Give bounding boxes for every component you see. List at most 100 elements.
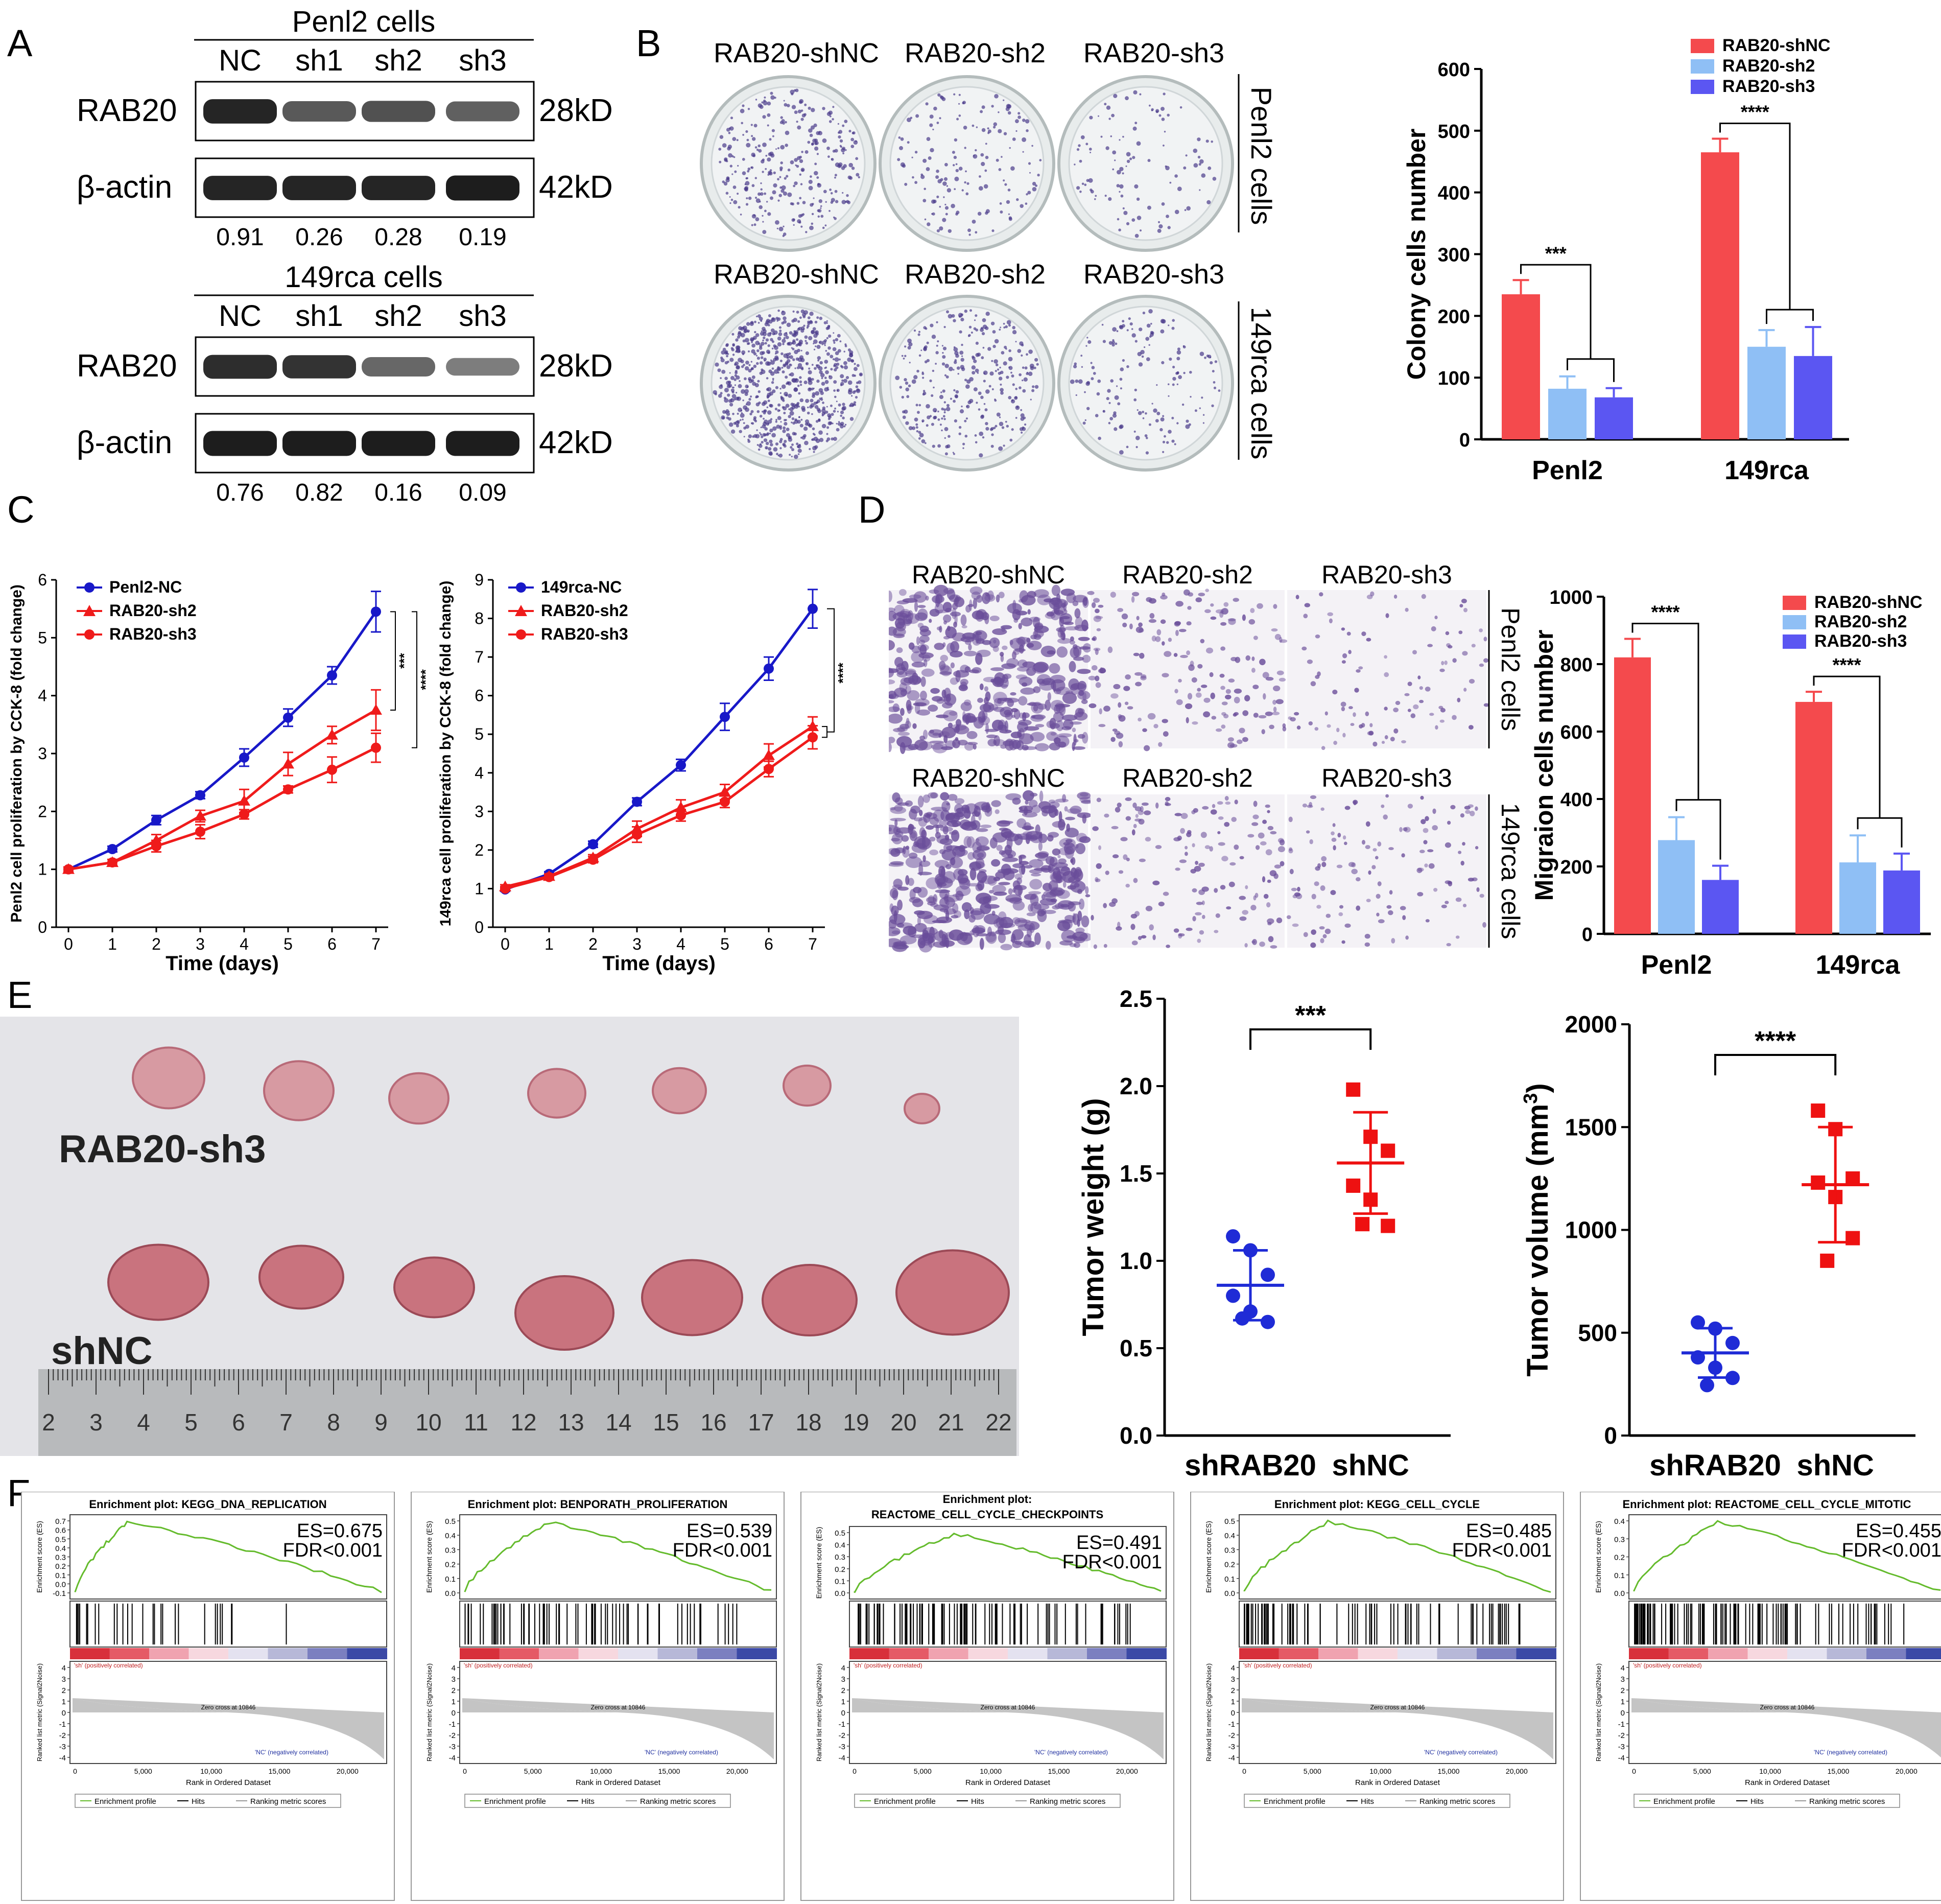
migrated-cell [1226, 906, 1232, 910]
colony-dot [847, 380, 853, 385]
ruler-number: 15 [653, 1409, 679, 1436]
es-tick: 0.0 [1224, 1589, 1235, 1598]
colony-dot [770, 95, 775, 100]
band-ratio: 0.26 [295, 224, 343, 251]
migrated-cell [1463, 607, 1467, 613]
x-tick-label: 1 [545, 935, 554, 953]
blot-kd-label: 42kD [539, 170, 613, 205]
rank-xlabel: Rank in Ordered Dataset [1355, 1778, 1440, 1787]
hits-box [849, 1601, 1167, 1648]
colony-dot [849, 417, 854, 421]
colony-dot [751, 224, 753, 226]
colony-dot [823, 190, 827, 194]
colony-dot [819, 438, 824, 442]
colony-dot [779, 427, 782, 430]
colony-dot [790, 372, 794, 377]
migrated-cell [977, 697, 983, 703]
migrated-cell [892, 889, 898, 900]
migrated-cell [1054, 610, 1064, 615]
colony-dot [1129, 322, 1133, 326]
colony-dot [941, 362, 945, 366]
colony-dot [805, 231, 808, 233]
dish-label: RAB20-sh2 [905, 259, 1046, 290]
colony-dot [818, 430, 823, 435]
colony-dot [754, 320, 756, 323]
colony-dot [761, 330, 763, 332]
colony-dot [772, 426, 777, 431]
migrated-cell [1152, 880, 1160, 885]
migrated-cell [1404, 693, 1410, 696]
colony-dot [940, 96, 944, 100]
colony-dot [1171, 416, 1174, 419]
migrated-cell [1060, 589, 1075, 596]
tumor-sh3 [527, 1068, 586, 1119]
colony-dot [924, 360, 928, 364]
colony-dot [761, 441, 764, 444]
colony-dot [767, 361, 771, 366]
migrated-cell [926, 897, 937, 903]
data-point [1381, 1218, 1395, 1233]
colony-dot [1001, 351, 1005, 355]
migrated-cell [1026, 667, 1036, 676]
colony-dot [755, 315, 758, 318]
migrated-cell [1033, 634, 1041, 640]
colony-dot [780, 352, 784, 356]
metric-tick: -1 [1618, 1720, 1625, 1729]
migrated-cell [1155, 845, 1162, 849]
colony-dot [907, 338, 912, 343]
colony-dot [933, 106, 937, 111]
data-point [238, 794, 250, 806]
migrated-cell [929, 619, 932, 623]
metric-tick: -3 [59, 1743, 66, 1751]
migrated-cell [1059, 940, 1073, 946]
migrated-cell [1025, 800, 1029, 805]
colony-dot [997, 368, 1000, 371]
migrated-cell [1239, 727, 1245, 734]
bar-rab20-shnc [1795, 701, 1832, 934]
band-ratio: 0.16 [374, 479, 422, 506]
migrated-cell [1058, 741, 1067, 748]
migrated-cell [984, 728, 999, 732]
rank-tick: 15,000 [1048, 1767, 1070, 1775]
colony-dot [762, 143, 767, 147]
colony-dot [742, 418, 744, 420]
migrated-cell [1054, 703, 1071, 708]
colony-dot [845, 149, 847, 151]
series-line [67, 610, 377, 871]
colony-dot [1108, 402, 1111, 404]
colony-dot [734, 363, 737, 366]
colony-dot [820, 398, 823, 401]
migrated-cell [1043, 910, 1056, 914]
data-point [151, 841, 161, 852]
migrated-cell [1012, 880, 1021, 889]
colony-dot [929, 415, 932, 417]
colony-dot [1198, 163, 1201, 166]
colony-dot [822, 402, 824, 404]
colony-dot [953, 369, 955, 371]
migrated-cell [1160, 595, 1168, 600]
migrated-cell [1311, 929, 1316, 935]
colony-dot [1122, 320, 1125, 323]
migrated-cell [1191, 677, 1197, 683]
colony-dot [826, 112, 831, 116]
migrated-cell [1062, 692, 1077, 704]
migrated-cell [941, 801, 951, 812]
protein-band [446, 175, 519, 201]
colony-dot [830, 368, 833, 371]
migrated-cell [1081, 800, 1093, 804]
colony-dot [1003, 361, 1007, 366]
colony-dot [751, 341, 753, 343]
colony-dot [777, 366, 779, 368]
migrated-cell [1117, 922, 1121, 928]
colony-dot [796, 164, 799, 168]
colony-dot [924, 187, 926, 191]
legend-label: Penl2-NC [109, 578, 182, 596]
migrated-cell [1203, 711, 1211, 718]
colony-dot [814, 367, 817, 370]
colony-dot [905, 381, 909, 385]
migrated-cell [1134, 806, 1142, 812]
colony-dot [746, 143, 751, 148]
migrated-cell [1234, 844, 1239, 850]
series-line [505, 736, 814, 890]
